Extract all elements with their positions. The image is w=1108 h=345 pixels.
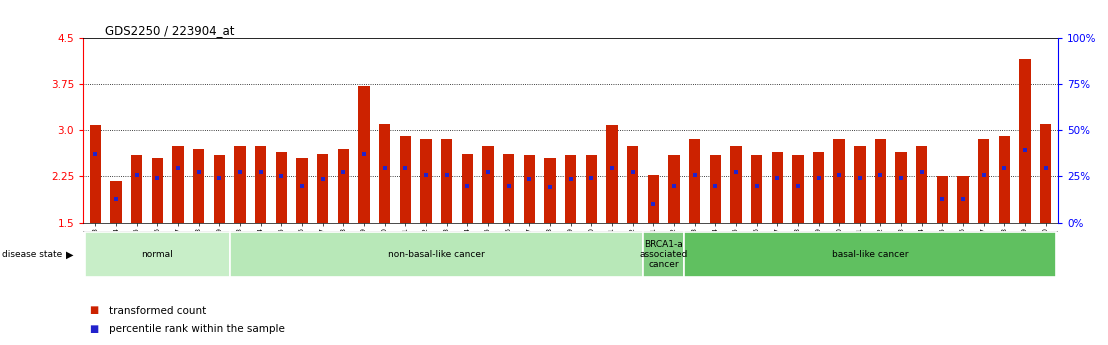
Text: ■: ■ [89,325,98,334]
Bar [627,146,638,223]
Bar [358,86,370,223]
FancyBboxPatch shape [85,232,229,277]
Bar [503,154,514,223]
Bar [173,146,184,223]
Text: ▶: ▶ [66,249,73,259]
Bar [586,155,597,223]
Bar [668,155,679,223]
FancyBboxPatch shape [685,232,1056,277]
Bar [647,175,659,223]
Bar [916,146,927,223]
Bar [565,155,576,223]
Text: transformed count: transformed count [109,306,206,315]
Bar [193,149,205,223]
Bar [379,124,390,223]
Bar [524,155,535,223]
Bar [90,125,101,223]
Text: disease state: disease state [2,250,62,259]
Bar [998,136,1010,223]
Bar [255,146,266,223]
Bar [730,146,741,223]
Bar [420,139,432,223]
Bar [296,158,308,223]
Bar [544,158,555,223]
Text: BRCA1-a
associated
cancer: BRCA1-a associated cancer [639,239,688,269]
Bar [338,149,349,223]
Bar [1019,59,1030,223]
Bar [400,136,411,223]
Bar [833,139,844,223]
Bar [689,139,700,223]
Text: percentile rank within the sample: percentile rank within the sample [109,325,285,334]
Bar [792,155,803,223]
Bar [813,152,824,223]
Text: GDS2250 / 223904_at: GDS2250 / 223904_at [105,24,235,37]
Bar [462,154,473,223]
Bar [957,176,968,223]
Bar [854,146,865,223]
Bar [771,152,783,223]
Text: normal: normal [142,250,173,259]
Bar [1040,124,1051,223]
Bar [709,155,721,223]
Bar [875,139,886,223]
Bar [441,139,452,223]
Bar [751,155,762,223]
FancyBboxPatch shape [643,232,685,277]
Bar [895,152,906,223]
Bar [131,155,143,223]
Bar [152,158,163,223]
Bar [235,146,246,223]
Bar [276,152,287,223]
FancyBboxPatch shape [229,232,643,277]
Text: ■: ■ [89,306,98,315]
Bar [978,139,989,223]
Bar [606,125,617,223]
Bar [214,155,225,223]
Text: basal-like cancer: basal-like cancer [832,250,909,259]
Bar [317,154,328,223]
Bar [482,146,494,223]
Bar [936,176,948,223]
Bar [111,181,122,223]
Text: non-basal-like cancer: non-basal-like cancer [388,250,484,259]
